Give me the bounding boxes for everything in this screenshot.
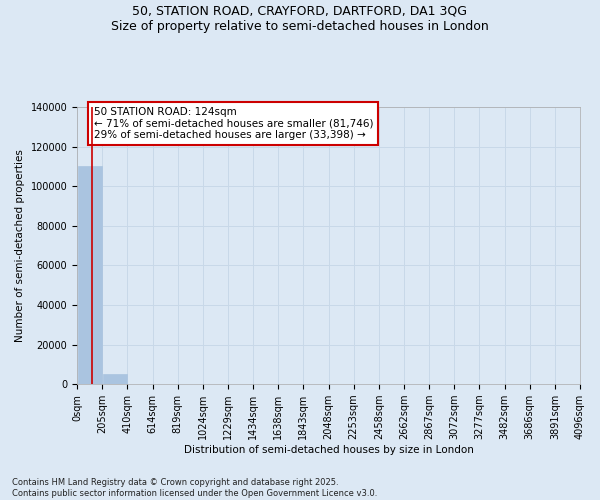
Text: 50 STATION ROAD: 124sqm
← 71% of semi-detached houses are smaller (81,746)
29% o: 50 STATION ROAD: 124sqm ← 71% of semi-de… <box>94 107 373 140</box>
Text: Contains HM Land Registry data © Crown copyright and database right 2025.
Contai: Contains HM Land Registry data © Crown c… <box>12 478 377 498</box>
Bar <box>103 374 127 384</box>
Text: 50, STATION ROAD, CRAYFORD, DARTFORD, DA1 3QG
Size of property relative to semi-: 50, STATION ROAD, CRAYFORD, DARTFORD, DA… <box>111 5 489 33</box>
Bar <box>78 166 101 384</box>
X-axis label: Distribution of semi-detached houses by size in London: Distribution of semi-detached houses by … <box>184 445 473 455</box>
Y-axis label: Number of semi-detached properties: Number of semi-detached properties <box>15 149 25 342</box>
